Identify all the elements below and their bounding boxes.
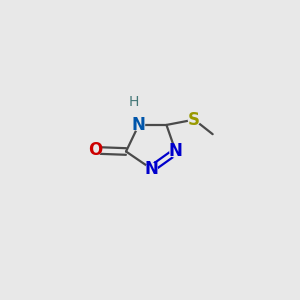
Circle shape (146, 163, 157, 175)
Text: H: H (129, 95, 139, 109)
Circle shape (188, 114, 200, 125)
Circle shape (170, 146, 182, 157)
Text: O: O (88, 141, 102, 159)
Text: S: S (188, 111, 200, 129)
Circle shape (89, 145, 100, 156)
Circle shape (133, 119, 145, 131)
Text: N: N (132, 116, 146, 134)
Text: N: N (169, 142, 183, 160)
Circle shape (130, 98, 138, 106)
Text: N: N (145, 160, 158, 178)
